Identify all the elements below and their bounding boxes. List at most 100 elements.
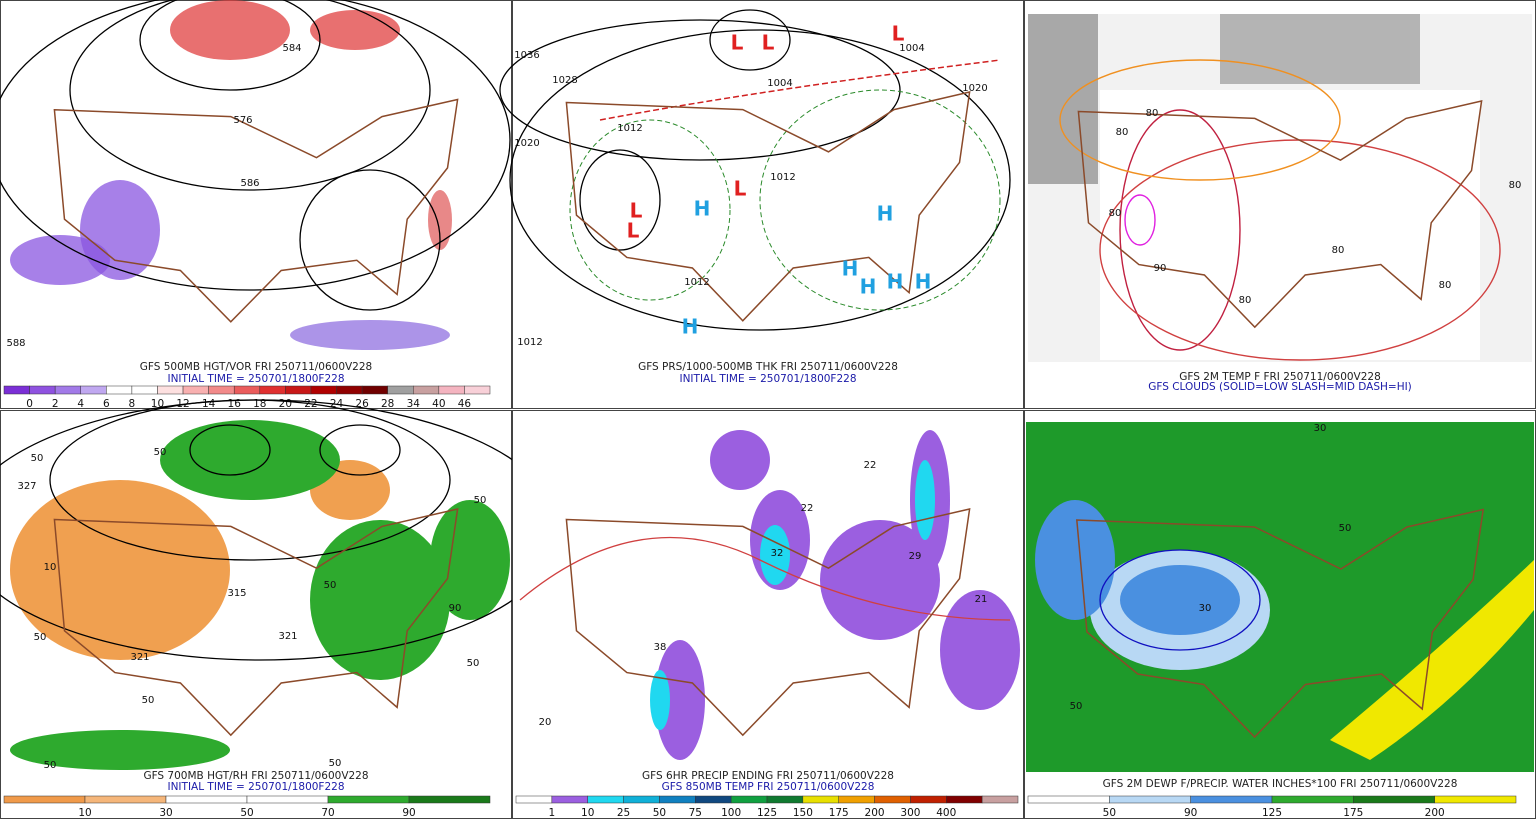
map-label: 20	[539, 717, 552, 728]
caption: GFS 6HR PRECIP ENDING FRI 250711/0600V22…	[642, 770, 894, 782]
colorbar-label: 50	[653, 807, 666, 819]
contour	[69, 0, 431, 191]
colorbar-swatch	[623, 795, 660, 804]
map-panel: 38 32 21 22 20 29 22 GFS 6HR PRECIP ENDING FRI …	[512, 410, 1024, 819]
colorbar-swatch	[438, 385, 465, 395]
borders	[565, 91, 971, 322]
caption: GFS 2M TEMP F FRI 250711/0600V228	[1179, 371, 1381, 383]
colorbar-swatch	[246, 795, 329, 804]
map-label: 80	[1439, 280, 1452, 291]
colorbar-swatch	[766, 795, 804, 804]
blob	[170, 0, 290, 60]
colorbar-label: 400	[936, 807, 956, 819]
map-label: 50	[34, 632, 47, 643]
colorbar-swatch	[3, 795, 86, 804]
borders	[1075, 508, 1485, 739]
map-label: 315	[227, 588, 246, 599]
map-label: 32	[771, 548, 784, 559]
colorbar-swatch	[515, 795, 553, 804]
map-label: 50	[467, 658, 480, 669]
map-label: 29	[909, 551, 922, 562]
map-label: H	[682, 315, 699, 339]
pw-yellow	[1330, 560, 1534, 760]
rh	[430, 500, 510, 620]
colorbar-swatch	[408, 795, 491, 804]
colorbar-swatch	[233, 385, 261, 395]
colorbar-label: 100	[721, 807, 741, 819]
colorbar-swatch	[464, 385, 491, 395]
colorbar-label: 46	[458, 398, 472, 410]
colorbar-label: 90	[1184, 807, 1197, 819]
map-label: 1004	[899, 43, 924, 54]
map-label: 50	[44, 760, 57, 771]
colorbar-label: 50	[1103, 807, 1116, 819]
contour	[299, 169, 441, 311]
borders	[565, 508, 971, 737]
colorbar-label: 10	[581, 807, 594, 819]
colorbar-swatch	[29, 385, 56, 395]
contour	[499, 19, 901, 161]
caption: GFS 500MB HGT/VOR FRI 250711/0600V228	[140, 361, 372, 373]
blob	[290, 320, 450, 350]
colorbar-swatch	[285, 385, 312, 395]
map-label: 1020	[962, 83, 987, 94]
map-label: 90	[449, 603, 462, 614]
colorbar-swatch	[1109, 795, 1191, 804]
map-label: H	[887, 270, 904, 294]
colorbar-swatch	[910, 795, 947, 804]
precip	[710, 430, 770, 490]
map-label: H	[860, 275, 877, 299]
map-label: 584	[282, 43, 301, 54]
precip	[940, 590, 1020, 710]
rh	[160, 420, 340, 500]
map-label: 80	[1146, 108, 1159, 119]
borders	[53, 98, 459, 323]
thk	[759, 89, 1001, 311]
caption: GFS CLOUDS (SOLID=LOW SLASH=MID DASH=HI)	[1148, 381, 1412, 393]
map-label: H	[694, 197, 711, 221]
contour	[579, 149, 661, 251]
map-label: 90	[1154, 263, 1167, 274]
colorbar-swatch	[361, 385, 388, 395]
map-label: 50	[154, 447, 167, 458]
colorbar-label: 25	[617, 807, 630, 819]
colorbar-swatch	[695, 795, 732, 804]
map-label: 50	[474, 495, 487, 506]
contour	[139, 0, 321, 91]
colorbar-swatch	[3, 385, 30, 395]
map-label: L	[762, 31, 775, 55]
colorbar-swatch	[802, 795, 839, 804]
precip	[820, 520, 940, 640]
contour	[0, 0, 511, 291]
contour	[509, 29, 1011, 331]
colorbar-label: 28	[381, 398, 394, 410]
map-label: 50	[142, 695, 155, 706]
colorbar-label: 125	[1262, 807, 1282, 819]
map-label: 586	[240, 178, 259, 189]
map-label: 321	[130, 652, 149, 663]
colorbar-label: 6	[103, 398, 110, 410]
colorbar-label: 14	[202, 398, 216, 410]
colorbar-label: 40	[432, 398, 445, 410]
map-label: 50	[1070, 701, 1083, 712]
contour	[319, 424, 401, 476]
colorbar-label: 2	[52, 398, 59, 410]
colorbar-swatch	[1027, 795, 1110, 804]
caption: GFS PRS/1000-500MB THK FRI 250711/0600V2…	[638, 361, 898, 373]
colorbar-swatch	[182, 385, 209, 395]
isotherm	[1124, 194, 1156, 246]
caption: INITIAL TIME = 250701/1800F228	[679, 373, 856, 385]
colorbar-swatch	[730, 795, 768, 804]
map-label: H	[842, 257, 859, 281]
colorbar-swatch	[327, 795, 410, 804]
cloud	[1028, 14, 1098, 184]
colorbar-swatch	[259, 385, 286, 395]
map-area	[4, 14, 508, 356]
colorbar-label: 300	[900, 807, 920, 819]
borders	[1077, 100, 1483, 329]
colorbar-label: 70	[321, 807, 334, 819]
colorbar-swatch	[946, 795, 983, 804]
map-label: 327	[17, 481, 36, 492]
colorbar-swatch	[1271, 795, 1354, 804]
